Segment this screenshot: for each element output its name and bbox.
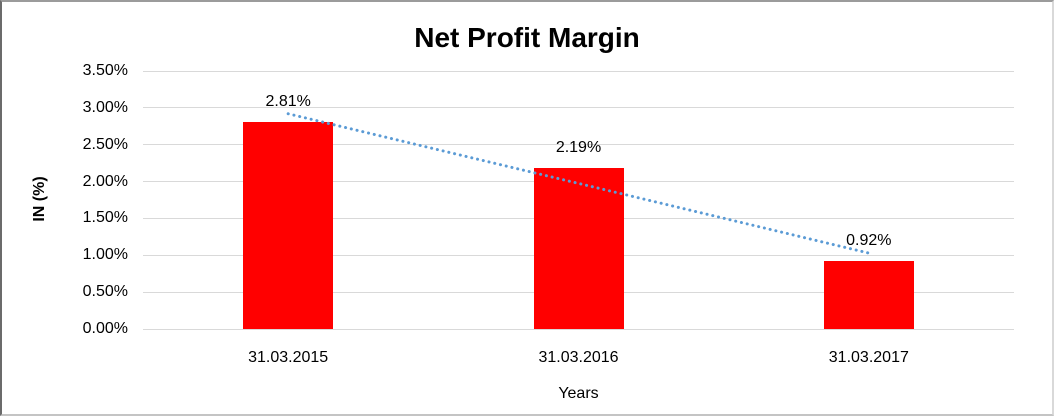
y-tick-label: 1.00%	[82, 246, 128, 264]
bar	[243, 121, 334, 329]
x-tick-label: 31.03.2017	[828, 349, 909, 366]
y-tick-label: 2.50%	[82, 135, 128, 153]
y-tick-label: 1.50%	[82, 209, 128, 227]
gridline	[143, 328, 1014, 330]
y-tick-label: 0.50%	[82, 283, 128, 301]
data-label: 2.81%	[265, 92, 311, 110]
y-axis-title: IN (%)	[31, 176, 48, 222]
gridline	[143, 107, 1014, 109]
x-tick-label: 31.03.2015	[248, 349, 329, 366]
bar	[823, 261, 914, 329]
data-label: 2.19%	[555, 138, 602, 156]
x-tick-label: 31.03.2016	[538, 349, 619, 366]
gridline	[143, 70, 1014, 72]
y-tick-label: 3.50%	[82, 62, 128, 79]
chart-title: Net Profit Margin	[414, 22, 640, 53]
bar	[533, 167, 624, 329]
x-axis-title: Years	[558, 385, 599, 402]
y-tick-label: 3.00%	[82, 98, 128, 116]
data-label: 0.92%	[846, 232, 892, 250]
y-tick-label: 2.00%	[82, 172, 128, 190]
y-tick-label: 0.00%	[82, 320, 128, 337]
